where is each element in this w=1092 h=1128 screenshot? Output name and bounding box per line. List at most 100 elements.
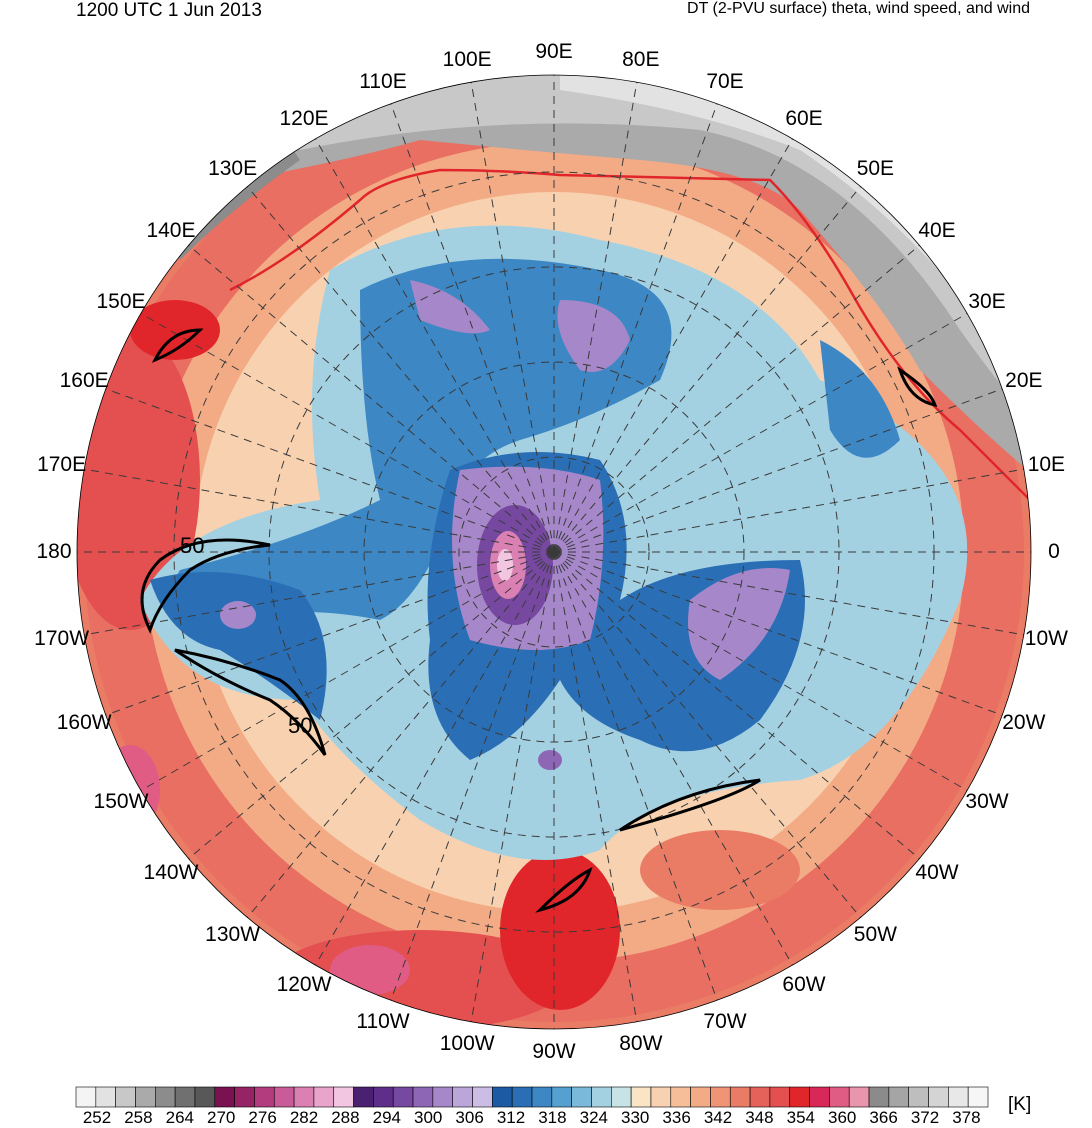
longitude-label: 80W	[619, 1032, 663, 1056]
meridian-line	[81, 468, 555, 553]
longitude-label: 60W	[782, 973, 826, 996]
longitude-label: 130W	[205, 923, 261, 947]
longitude-label: 170E	[37, 453, 87, 477]
colorbar-tick-label: 264	[165, 1108, 194, 1127]
longitude-label: 100W	[439, 1032, 495, 1056]
colorbar-tick-label: 360	[828, 1108, 857, 1127]
colorbar-tick-label: 336	[662, 1108, 691, 1127]
meridian-line	[553, 100, 719, 553]
longitude-label: 120W	[276, 973, 332, 996]
map-field-description: DT (2-PVU surface) theta, wind speed, an…	[687, 0, 1030, 17]
longitude-label: 150E	[96, 290, 146, 313]
meridian-line	[553, 551, 923, 861]
colorbar-tick-label: 270	[207, 1108, 236, 1127]
colorbar-tick-label: 282	[289, 1108, 319, 1127]
contour-label-1: 50	[180, 533, 204, 558]
meridian-line	[553, 551, 863, 921]
longitude-label: 40W	[915, 861, 959, 885]
colorbar-tick-label: 312	[496, 1108, 526, 1127]
meridian-line	[389, 100, 555, 553]
colorbar-tick-label: 324	[579, 1108, 608, 1127]
meridian-line	[553, 468, 1027, 553]
meridian-line	[553, 551, 795, 968]
colorbar-tick-label: 342	[703, 1108, 733, 1127]
meridian-line	[245, 551, 555, 921]
longitude-label: 110E	[359, 70, 407, 94]
longitude-label: 130E	[208, 156, 258, 180]
meridian-line	[81, 551, 555, 636]
longitude-label: 110W	[356, 1009, 410, 1033]
longitude-label: 40E	[918, 218, 956, 242]
longitude-label: 140E	[146, 218, 196, 242]
colorbar-tick-label: 300	[414, 1108, 443, 1127]
longitude-label: 180	[36, 540, 72, 563]
colorbar-tick-label: 318	[538, 1108, 567, 1127]
longitude-label: 170W	[34, 626, 90, 650]
longitude-label: 140W	[143, 861, 199, 885]
meridian-line	[553, 551, 638, 1025]
longitude-label: 30W	[965, 790, 1009, 813]
longitude-label: 160W	[56, 711, 112, 734]
longitude-label: 100E	[442, 47, 492, 71]
colorbar-tick-label: 294	[372, 1108, 401, 1127]
colorbar-tick-label: 258	[124, 1108, 153, 1127]
longitude-label: 150W	[93, 790, 149, 813]
meridian-line	[313, 136, 555, 553]
colorbar-tick-label: 276	[248, 1108, 277, 1127]
meridian-line	[553, 387, 1006, 553]
longitude-label: 10W	[1024, 626, 1068, 650]
longitude-label: 30E	[968, 290, 1006, 313]
meridian-line	[553, 311, 970, 553]
meridian-line	[102, 387, 555, 553]
meridian-line	[470, 551, 555, 1025]
meridian-line	[553, 183, 863, 553]
meridian-line	[185, 551, 555, 861]
colorbar-tick-label: 372	[910, 1108, 940, 1127]
meridian-line	[313, 551, 555, 968]
colorbar-tick-label: 252	[82, 1108, 112, 1127]
map-boundary-circle	[76, 74, 1032, 1030]
colorbar-tick-label: 378	[952, 1108, 981, 1127]
meridian-line	[553, 136, 795, 553]
colorbar-tick-label: 348	[745, 1108, 774, 1127]
meridian-line	[138, 311, 555, 553]
longitude-label: 50W	[853, 923, 897, 947]
meridian-line	[553, 551, 970, 793]
meridian-line	[138, 551, 555, 793]
meridian-line	[245, 183, 555, 553]
meridian-line	[553, 551, 719, 1004]
longitude-label: 120E	[279, 106, 329, 130]
contour-label-2: 50	[288, 713, 312, 738]
meridian-line	[389, 551, 555, 1004]
meridian-line	[185, 243, 555, 553]
meridian-line	[553, 551, 1027, 636]
longitude-label: 90W	[532, 1040, 576, 1063]
longitude-label: 80E	[622, 47, 660, 71]
meridian-line	[102, 551, 555, 717]
meridian-line	[470, 79, 555, 553]
longitude-label: 70E	[706, 70, 744, 94]
longitude-label: 20E	[1005, 368, 1043, 392]
colorbar-tick-label: 288	[331, 1108, 360, 1127]
colorbar-tick-label: 330	[621, 1108, 650, 1127]
meridian-line	[553, 551, 1006, 717]
map-fill-layer	[77, 75, 1031, 1029]
colorbar-tick-label: 354	[786, 1108, 815, 1127]
longitude-label: 160E	[59, 368, 109, 392]
wind-speed-contours	[140, 328, 938, 913]
colorbar-tick-label: 306	[455, 1108, 484, 1127]
graticule	[77, 75, 1031, 1029]
colorbar-tick-label: 366	[869, 1108, 898, 1127]
meridian-line	[553, 243, 923, 553]
map-time-title: 1200 UTC 1 Jun 2013	[76, 0, 262, 21]
longitude-label: 60E	[785, 106, 823, 130]
longitude-label: 10E	[1027, 453, 1066, 477]
colorbar-units: [K]	[1008, 1094, 1032, 1115]
longitude-label: 70W	[703, 1009, 747, 1033]
latitude-circle	[458, 456, 650, 648]
longitude-label: 90E	[535, 40, 573, 63]
longitude-label: 0	[1048, 540, 1060, 563]
meridian-line	[553, 79, 638, 553]
longitude-label: 50E	[856, 156, 895, 180]
